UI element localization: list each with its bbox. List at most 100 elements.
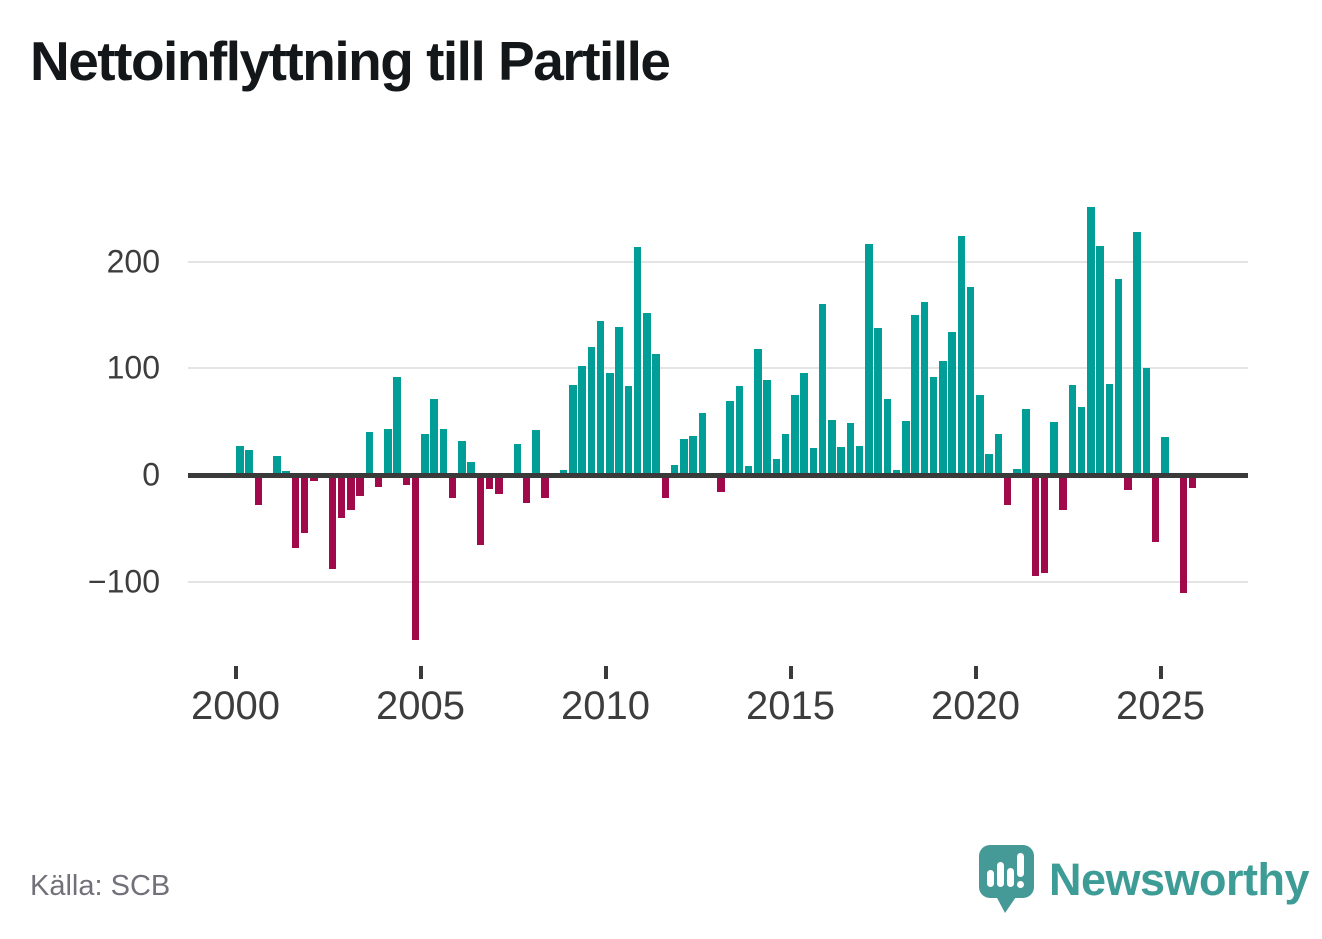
bar-2001-q1: [273, 455, 281, 475]
bar-2021-q4: [1040, 475, 1049, 574]
bar-2001-q3: [291, 475, 299, 548]
bar-2016-q1: [828, 419, 836, 475]
bar-2018-q2: [911, 314, 919, 475]
x-tick-2000: [233, 666, 238, 679]
bar-2016-q3: [846, 422, 854, 475]
bar-2017-q2: [874, 327, 882, 475]
y-axis-label-0: 0: [142, 456, 160, 493]
bar-2003-q1: [347, 475, 355, 511]
x-axis-label-2025: 2025: [1116, 684, 1205, 728]
bar-2009-q4: [596, 321, 605, 475]
bar-2018-q3: [920, 302, 928, 475]
gridline-100: [188, 367, 1248, 370]
gridline--100: [188, 580, 1248, 583]
bar-2009-q3: [587, 346, 595, 475]
bar-2003-q3: [365, 432, 373, 475]
bar-2014-q4: [781, 434, 790, 475]
bar-2013-q3: [735, 386, 743, 475]
bar-2024-q1: [1124, 475, 1132, 490]
bar-2009-q2: [578, 366, 586, 475]
x-axis-label-2000: 2000: [191, 684, 280, 728]
bar-2017-q3: [883, 399, 891, 475]
bar-2005-q2: [430, 399, 438, 475]
bar-2022-q1: [1050, 421, 1058, 475]
bar-2000-q1: [236, 446, 244, 475]
bar-2005-q3: [439, 429, 447, 475]
bar-2009-q1: [569, 385, 577, 475]
bar-2001-q4: [300, 475, 309, 533]
bar-2014-q1: [754, 349, 762, 475]
bar-2003-q4: [374, 475, 383, 487]
bar-2008-q4: [559, 469, 568, 475]
bar-2007-q3: [513, 444, 521, 475]
x-axis-label-2010: 2010: [561, 684, 650, 728]
bar-2013-q2: [726, 401, 734, 475]
bar-2024-q4: [1151, 475, 1160, 543]
newsworthy-logo[interactable]: Newsworthy: [978, 843, 1310, 915]
bar-2025-q4: [1188, 475, 1197, 488]
bar-2007-q4: [522, 475, 531, 503]
bar-2006-q1: [458, 440, 466, 475]
bar-2021-q3: [1031, 475, 1039, 577]
bar-2016-q4: [855, 446, 864, 475]
bar-2011-q3: [661, 475, 669, 499]
bar-2019-q1: [939, 360, 947, 475]
newsworthy-wordmark: Newsworthy: [1049, 853, 1310, 905]
bar-2000-q2: [245, 450, 253, 475]
bar-2022-q3: [1068, 385, 1076, 475]
bar-2013-q1: [717, 475, 725, 493]
bar-2020-q4: [1003, 475, 1012, 505]
bar-2005-q4: [448, 475, 457, 499]
bar-2013-q4: [744, 466, 753, 475]
bar-2004-q2: [393, 376, 401, 475]
bar-2015-q2: [800, 372, 808, 475]
bar-2016-q2: [837, 447, 845, 475]
bar-2002-q4: [337, 475, 346, 518]
bar-2005-q1: [421, 434, 429, 475]
gridline-200: [188, 260, 1248, 263]
x-tick-2020: [973, 666, 978, 679]
bar-2023-q1: [1087, 207, 1095, 475]
bar-2023-q2: [1096, 245, 1104, 475]
bar-2022-q2: [1059, 475, 1067, 511]
bar-2020-q1: [976, 394, 984, 475]
bar-2024-q2: [1133, 231, 1141, 475]
bar-2004-q1: [384, 429, 392, 475]
bar-2011-q2: [652, 354, 660, 475]
bar-2004-q3: [402, 475, 410, 485]
bar-2023-q3: [1105, 384, 1113, 475]
bar-2002-q1: [310, 475, 318, 482]
bar-2010-q3: [624, 386, 632, 475]
y-axis-label--100: −100: [87, 563, 160, 600]
newsworthy-logo-icon: [979, 845, 1034, 913]
bar-2015-q4: [818, 304, 827, 475]
bar-2020-q3: [994, 434, 1002, 475]
bar-2010-q1: [606, 372, 614, 475]
y-axis-label-100: 100: [106, 349, 160, 386]
x-axis-label-2005: 2005: [376, 684, 465, 728]
x-tick-2010: [603, 666, 608, 679]
bar-2000-q3: [254, 475, 262, 505]
bar-2024-q3: [1142, 368, 1150, 475]
x-tick-2005: [418, 666, 423, 679]
bar-2002-q3: [328, 475, 336, 569]
bar-2019-q3: [957, 236, 965, 475]
bar-2021-q2: [1022, 408, 1030, 475]
y-axis-label-200: 200: [106, 243, 160, 280]
bar-2018-q4: [929, 376, 938, 475]
bar-2025-q3: [1179, 475, 1187, 594]
bar-2011-q4: [670, 465, 679, 475]
bar-2012-q2: [689, 435, 697, 475]
bar-2004-q4: [411, 475, 420, 641]
x-axis-label-2020: 2020: [931, 684, 1020, 728]
zero-axis-line: [188, 472, 1248, 478]
bar-2006-q4: [485, 475, 494, 489]
bar-2010-q2: [615, 326, 623, 475]
x-tick-2015: [788, 666, 793, 679]
source-caption: Källa: SCB: [30, 870, 171, 902]
bar-2008-q1: [532, 430, 540, 475]
bar-2015-q3: [809, 448, 817, 475]
bar-2015-q1: [791, 394, 799, 475]
